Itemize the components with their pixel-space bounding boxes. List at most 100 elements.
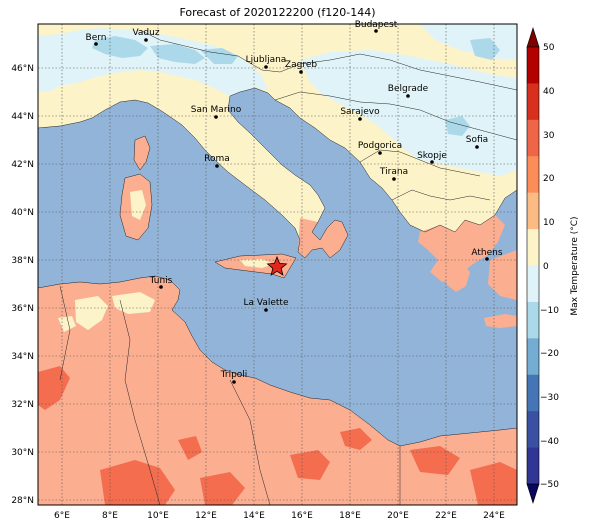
lon-tick-label: 20°E bbox=[387, 511, 409, 521]
africa-cold-2 bbox=[112, 292, 155, 314]
peloponnese-warm bbox=[446, 262, 470, 292]
city-dot-roma bbox=[215, 164, 219, 168]
colorbar-label: Max Temperature (°C) bbox=[570, 216, 580, 315]
lat-tick-label: 34°N bbox=[11, 352, 34, 362]
crete bbox=[484, 314, 517, 328]
colorbar-bin bbox=[527, 338, 539, 376]
colorbar-tick-label: 50 bbox=[543, 43, 555, 53]
colorbar-tick-label: −20 bbox=[540, 349, 559, 359]
colorbar-bin bbox=[527, 447, 539, 485]
city-label-budapest: Budapest bbox=[355, 20, 398, 30]
sardinia-cold bbox=[130, 190, 146, 220]
colorbar-bin bbox=[527, 411, 539, 449]
africa-cold-3 bbox=[58, 316, 76, 332]
lon-tick-label: 24°E bbox=[483, 511, 505, 521]
city-dot-podgorica bbox=[378, 151, 382, 155]
city-dot-tunis bbox=[159, 285, 163, 289]
colorbar-tick-label: 30 bbox=[543, 131, 555, 141]
lon-tick-label: 6°E bbox=[54, 511, 70, 521]
lon-tick-label: 10°E bbox=[147, 511, 169, 521]
colorbar-tick-label: 10 bbox=[543, 218, 555, 228]
city-dot-athens bbox=[485, 257, 489, 261]
city-dot-zagreb bbox=[299, 70, 303, 74]
city-dot-san-marino bbox=[214, 115, 218, 119]
africa-hot-3 bbox=[290, 450, 330, 480]
balkans-cool bbox=[300, 50, 517, 176]
city-label-athens: Athens bbox=[471, 248, 502, 258]
colorbar-bin bbox=[527, 229, 539, 266]
city-label-bern: Bern bbox=[86, 33, 107, 43]
colorbar-tick-label: −50 bbox=[540, 480, 559, 490]
lon-tick-label: 14°E bbox=[243, 511, 265, 521]
gridlines bbox=[38, 24, 517, 505]
colorbar-tick-label: 0 bbox=[543, 262, 549, 272]
lon-tick-label: 18°E bbox=[339, 511, 361, 521]
alps-lightblue-1 bbox=[92, 36, 148, 58]
city-dot-belgrade bbox=[406, 94, 410, 98]
africa-hot-8 bbox=[178, 436, 202, 460]
colorbar-tick-label: −30 bbox=[540, 393, 559, 403]
city-label-zagreb: Zagreb bbox=[285, 60, 317, 70]
lat-tick-label: 42°N bbox=[11, 160, 34, 170]
city-dot-tirana bbox=[392, 177, 396, 181]
colorbar-frame bbox=[526, 46, 540, 485]
city-dot-la-valette bbox=[264, 308, 268, 312]
colorbar-tick-label: 20 bbox=[543, 174, 555, 184]
africa-hot-4 bbox=[340, 428, 372, 450]
sicily-cold bbox=[240, 259, 274, 268]
lat-tick-label: 38°N bbox=[11, 256, 34, 266]
city-dot-skopje bbox=[430, 160, 434, 164]
alps-lightblue-2 bbox=[150, 44, 205, 64]
africa-cold-1 bbox=[75, 296, 108, 330]
turkey-warm bbox=[488, 250, 517, 300]
map-title: Forecast of 2020122200 (f120-144) bbox=[179, 6, 376, 19]
colorbar-tick-label: −10 bbox=[540, 306, 559, 316]
africa-hot-6 bbox=[200, 472, 245, 505]
colorbar-bin bbox=[527, 47, 539, 84]
africa-hot-7 bbox=[470, 462, 517, 505]
cities: Bern Vaduz Budapest Ljubljana Zagreb Bel… bbox=[86, 20, 503, 384]
lat-tick-label: 46°N bbox=[11, 64, 34, 74]
lat-tick-label: 40°N bbox=[11, 208, 34, 218]
colorbar-bins bbox=[527, 47, 539, 485]
italy-warm-coast bbox=[298, 218, 348, 258]
colorbar-tick-label: −40 bbox=[540, 437, 559, 447]
city-label-podgorica: Podgorica bbox=[358, 141, 402, 151]
africa-hot-5 bbox=[410, 446, 460, 475]
city-dot-bern bbox=[94, 42, 98, 46]
city-label-san-marino: San Marino bbox=[191, 105, 242, 115]
colorbar-tick-label: 40 bbox=[543, 87, 555, 97]
colorbar-bottom-extend bbox=[526, 483, 540, 504]
lon-tick-label: 16°E bbox=[291, 511, 313, 521]
lat-tick-label: 32°N bbox=[11, 400, 34, 410]
lat-tick-label: 44°N bbox=[11, 112, 34, 122]
greece-warm bbox=[418, 215, 505, 282]
colorbar-bin bbox=[527, 301, 539, 339]
lon-tick-label: 22°E bbox=[435, 511, 457, 521]
lon-axis: 6°E 8°E 10°E 12°E 14°E 16°E 18°E 20°E 22… bbox=[54, 511, 505, 521]
city-dot-ljubljana bbox=[264, 65, 268, 69]
lon-tick-label: 8°E bbox=[102, 511, 118, 521]
balkan-lightblue-2 bbox=[470, 38, 500, 60]
colorbar-bin bbox=[527, 119, 539, 157]
city-label-vaduz: Vaduz bbox=[132, 28, 159, 38]
city-label-sofia: Sofia bbox=[466, 135, 488, 145]
africa-hot-1 bbox=[38, 366, 70, 410]
balkan-lightblue-1 bbox=[445, 116, 470, 136]
city-label-tunis: Tunis bbox=[149, 276, 173, 286]
city-label-sarajevo: Sarajevo bbox=[340, 107, 380, 117]
city-dot-tripoli bbox=[232, 380, 236, 384]
city-dot-sarajevo bbox=[358, 117, 362, 121]
colorbar-bin bbox=[527, 156, 539, 194]
city-dot-sofia bbox=[475, 145, 479, 149]
city-label-la-valette: La Valette bbox=[244, 298, 289, 308]
borders bbox=[38, 29, 517, 505]
city-label-skopje: Skopje bbox=[417, 151, 447, 161]
city-label-tirana: Tirana bbox=[379, 167, 408, 177]
city-dot-vaduz bbox=[144, 38, 148, 42]
city-label-ljubljana: Ljubljana bbox=[246, 55, 287, 65]
africa-hot-2 bbox=[100, 460, 175, 505]
colorbar-bin bbox=[527, 192, 539, 230]
location-star-icon bbox=[266, 255, 288, 276]
